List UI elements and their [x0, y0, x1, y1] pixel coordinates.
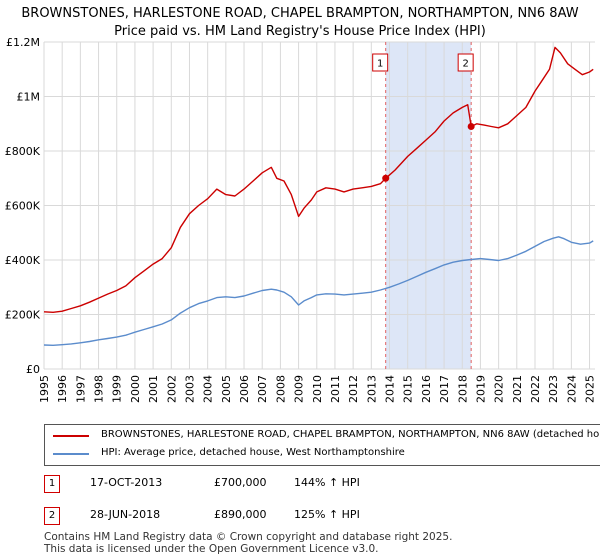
- x-tick-label: 2020: [493, 375, 506, 403]
- x-tick-label: 2004: [202, 375, 215, 403]
- x-tick-label: 2019: [474, 375, 487, 403]
- legend-property-label: BROWNSTONES, HARLESTONE ROAD, CHAPEL BRA…: [101, 429, 600, 440]
- x-tick-label: 2012: [347, 375, 360, 403]
- x-tick-label: 1999: [111, 375, 124, 403]
- sale-box-label-2: 2: [462, 59, 468, 70]
- x-tick-label: 2000: [129, 375, 142, 403]
- x-tick-label: 2009: [293, 375, 306, 403]
- footer-licence: This data is licensed under the Open Gov…: [44, 543, 379, 555]
- x-tick-label: 2006: [238, 375, 251, 403]
- x-tick-label: 1996: [56, 375, 69, 403]
- x-tick-label: 2017: [438, 375, 451, 403]
- x-tick-label: 2001: [147, 375, 160, 403]
- x-tick-label: 2018: [456, 375, 469, 403]
- transaction-2-date: 28-JUN-2018: [90, 508, 161, 521]
- x-tick-label: 1997: [74, 375, 87, 403]
- sale-point-1: [382, 174, 390, 182]
- x-tick-label: 2022: [529, 375, 542, 403]
- x-tick-label: 2023: [547, 375, 560, 403]
- x-tick-label: 2008: [274, 375, 287, 403]
- transaction-2-badge: 2: [44, 507, 60, 525]
- sale-point-2: [467, 122, 475, 130]
- transaction-1-price: £700,000: [214, 476, 267, 489]
- chart-subtitle: Price paid vs. HM Land Registry's House …: [114, 24, 486, 39]
- sale-box-1: [372, 53, 389, 72]
- x-tick-label: 2014: [384, 375, 397, 403]
- x-tick-label: 2002: [165, 375, 178, 403]
- legend-hpi-label: HPI: Average price, detached house, West…: [101, 447, 405, 458]
- x-tick-label: 1995: [38, 375, 51, 403]
- legend: BROWNSTONES, HARLESTONE ROAD, CHAPEL BRA…: [44, 424, 600, 466]
- x-tick-label: 1998: [93, 375, 106, 403]
- legend-hpi-swatch: [53, 453, 89, 455]
- y-tick-label: £600K: [5, 200, 41, 213]
- y-tick-label: £1M: [17, 91, 41, 104]
- sale-box-label-1: 1: [377, 59, 383, 70]
- transaction-2-hpi: 125% ↑ HPI: [294, 508, 360, 521]
- series-line-hpi: [43, 236, 594, 346]
- x-tick-label: 2007: [256, 375, 269, 403]
- x-tick-label: 2013: [365, 375, 378, 403]
- x-tick-label: 2010: [311, 375, 324, 403]
- chart-title: BROWNSTONES, HARLESTONE ROAD, CHAPEL BRA…: [21, 6, 579, 21]
- y-tick-label: £200K: [5, 309, 41, 322]
- x-tick-label: 2003: [183, 375, 196, 403]
- x-tick-label: 2011: [329, 375, 342, 403]
- x-tick-label: 2016: [420, 375, 433, 403]
- y-tick-label: £0: [26, 363, 40, 376]
- footer-copyright: Contains HM Land Registry data © Crown c…: [44, 531, 453, 543]
- y-tick-label: £400K: [5, 254, 41, 267]
- x-tick-label: 2021: [511, 375, 524, 403]
- transaction-1-date: 17-OCT-2013: [90, 476, 163, 489]
- price-chart: £0 £200K £400K £600K £800K £1M £1.2M 1995 1996 19…: [5, 36, 597, 403]
- legend-property-swatch: [53, 435, 89, 437]
- transaction-1-hpi: 144% ↑ HPI: [294, 476, 360, 489]
- sale-box-2: [457, 53, 474, 72]
- y-tick-label: £800K: [5, 145, 41, 158]
- x-tick-label: 2025: [584, 375, 597, 403]
- x-tick-label: 2015: [402, 375, 415, 403]
- transaction-1-badge: 1: [44, 475, 60, 493]
- series-line-property: [43, 46, 594, 313]
- x-tick-label: 2005: [220, 375, 233, 403]
- y-tick-label: £1.2M: [6, 36, 40, 49]
- transaction-2-price: £890,000: [214, 508, 267, 521]
- x-tick-label: 2024: [565, 375, 578, 403]
